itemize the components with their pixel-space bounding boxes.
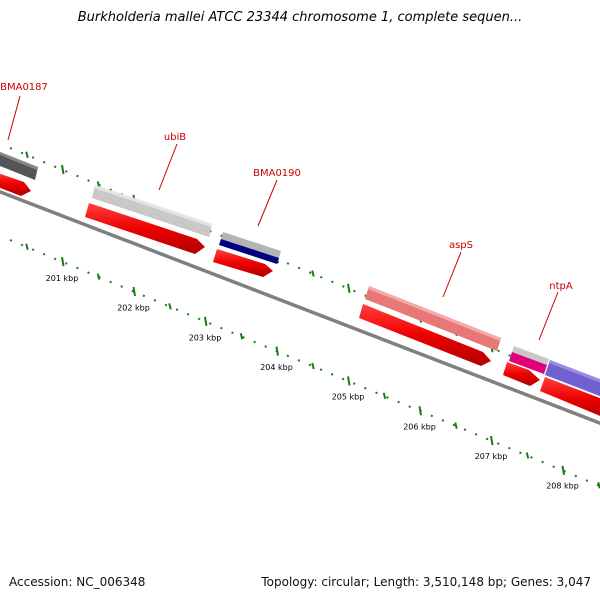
- gene-label-ubib[interactable]: ubiB: [164, 132, 186, 143]
- gene-bar-asps-highlight: [368, 286, 501, 341]
- inner-tick: [561, 465, 565, 476]
- axis-tick-labels: 201 kbp 202 kbp 203 kbp 204 kbp 205 kbp 206 k…: [46, 274, 579, 491]
- gene-bar-bma0190[interactable]: [221, 232, 281, 258]
- inner-tick: [239, 332, 244, 340]
- leader-line-ubib: [158, 143, 178, 191]
- gene-bar-bma0187[interactable]: [0, 150, 38, 180]
- gene-bar-ntpa[interactable]: [512, 346, 549, 365]
- leader-line-asps: [442, 251, 462, 298]
- inner-tick: [490, 435, 494, 446]
- backbone-line: [0, 189, 600, 426]
- inner-tick-marks: [25, 243, 600, 489]
- inner-tick: [96, 273, 101, 280]
- outer-tick: [347, 283, 351, 294]
- leader-line-bma0190: [257, 179, 278, 227]
- cog-bar-bma0190: [219, 239, 279, 264]
- gene-bar-asps[interactable]: [365, 286, 501, 351]
- leader-line-ntpa: [538, 291, 559, 341]
- inner-tick: [454, 422, 458, 429]
- gene-feature-band: [0, 150, 600, 398]
- inner-tick: [311, 362, 315, 370]
- accession-text: Accession: NC_006348: [9, 575, 146, 589]
- orf-band: [0, 172, 600, 420]
- gene-bar-next-highlight: [549, 360, 600, 383]
- outer-tick: [25, 151, 29, 158]
- orf-arrow[interactable]: [0, 172, 31, 196]
- orf-arrow[interactable]: [213, 249, 273, 277]
- map-title: Burkholderia mallei ATCC 23344 chromosom…: [77, 10, 523, 25]
- axis-tick-label: 204 kbp: [260, 363, 293, 372]
- axis-tick-label: 201 kbp: [46, 274, 79, 283]
- inner-tick: [61, 257, 65, 267]
- inner-tick: [382, 392, 387, 400]
- inner-tick: [275, 346, 279, 356]
- cog-bar-ntpa: [509, 352, 547, 374]
- inner-tick: [168, 303, 172, 310]
- gene-label-asps[interactable]: aspS: [449, 240, 473, 251]
- gene-bar-next[interactable]: [545, 360, 600, 398]
- inner-tick: [25, 243, 29, 251]
- axis-tick-label: 203 kbp: [189, 333, 222, 342]
- genome-summary-text: Topology: circular; Length: 3,510,148 bp…: [261, 575, 591, 589]
- orf-arrow[interactable]: [540, 377, 600, 420]
- gene-label-bma0190[interactable]: BMA0190: [253, 168, 301, 179]
- orf-arrow[interactable]: [85, 203, 205, 254]
- axis-tick-label: 202 kbp: [117, 304, 150, 313]
- outer-tick: [311, 270, 315, 277]
- gene-bar-ubib-highlight: [94, 185, 212, 227]
- axis-tick-label: 206 kbp: [403, 422, 436, 431]
- axis-tick-label: 208 kbp: [546, 482, 579, 491]
- inner-tick: [418, 406, 422, 416]
- inner-tick: [525, 452, 530, 459]
- gene-label-ntpa[interactable]: ntpA: [549, 281, 573, 292]
- inner-tick: [132, 286, 136, 297]
- inner-tick: [204, 316, 208, 326]
- gene-labels: BMA0187 ubiB BMA0190 aspS ntpA: [0, 82, 573, 341]
- orf-arrow[interactable]: [503, 362, 540, 386]
- inner-tick: [347, 376, 351, 386]
- leader-line-bma0187: [7, 95, 21, 141]
- gene-label-bma0187[interactable]: BMA0187: [0, 82, 48, 93]
- outer-tick: [61, 164, 65, 175]
- axis-tick-label: 205 kbp: [332, 393, 365, 402]
- axis-tick-label: 207 kbp: [475, 452, 508, 461]
- orf-arrow[interactable]: [359, 304, 491, 366]
- gene-bar-bma0187-highlight: [0, 151, 38, 170]
- gene-bar-ubib[interactable]: [92, 185, 212, 237]
